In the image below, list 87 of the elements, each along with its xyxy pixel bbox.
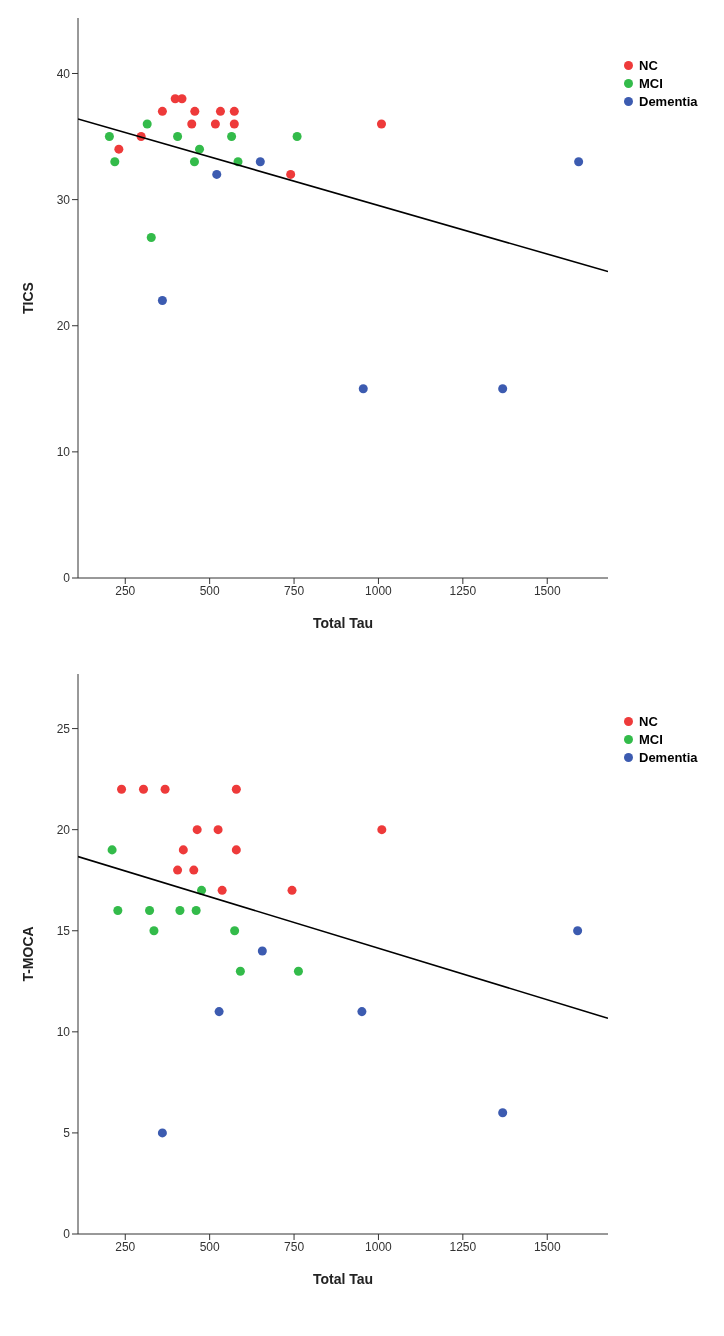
x-axis-title: Total Tau xyxy=(312,615,374,631)
point xyxy=(229,119,239,129)
point xyxy=(113,906,123,916)
point xyxy=(173,132,183,142)
x-tick-label: 750 xyxy=(284,1239,305,1254)
y-axis-title: TICS xyxy=(19,282,36,314)
point xyxy=(192,825,202,835)
y-tick-label: 15 xyxy=(56,924,71,939)
point xyxy=(214,1007,224,1017)
y-tick-label: 20 xyxy=(56,822,71,837)
y-tick-label: 0 xyxy=(63,1227,71,1242)
point xyxy=(574,157,584,167)
point xyxy=(189,865,199,875)
point xyxy=(173,865,183,875)
x-tick-label: 500 xyxy=(199,583,220,598)
point xyxy=(117,784,127,794)
point xyxy=(107,845,117,855)
legend-label: NC xyxy=(639,58,658,73)
point xyxy=(114,144,124,154)
point xyxy=(195,144,205,154)
x-tick-label: 500 xyxy=(199,1239,220,1254)
point xyxy=(358,384,368,394)
point xyxy=(357,1007,367,1017)
point xyxy=(142,119,152,129)
point xyxy=(175,906,185,916)
y-tick-label: 20 xyxy=(56,319,71,334)
legend-label: MCI xyxy=(639,76,663,91)
point xyxy=(157,296,167,306)
point xyxy=(157,1128,167,1138)
point xyxy=(212,169,222,179)
point xyxy=(146,232,156,242)
point xyxy=(190,106,200,116)
point xyxy=(573,926,583,936)
point xyxy=(293,966,303,976)
point xyxy=(178,845,188,855)
point xyxy=(213,825,223,835)
x-tick-label: 1500 xyxy=(533,583,561,598)
point xyxy=(191,906,201,916)
point xyxy=(235,966,245,976)
y-tick-label: 5 xyxy=(63,1126,71,1141)
point xyxy=(498,1108,508,1118)
x-tick-label: 1000 xyxy=(365,1239,393,1254)
x-tick-label: 750 xyxy=(284,583,305,598)
point xyxy=(217,885,227,895)
point xyxy=(376,119,386,129)
y-axis-title: T-MOCA xyxy=(19,926,36,982)
point xyxy=(286,169,296,179)
point xyxy=(230,926,240,936)
y-tick-label: 10 xyxy=(56,1025,71,1040)
point xyxy=(231,784,241,794)
point xyxy=(138,784,148,794)
point xyxy=(157,106,167,116)
point xyxy=(229,106,239,116)
point xyxy=(189,157,199,167)
point xyxy=(160,784,170,794)
x-tick-label: 250 xyxy=(115,1239,136,1254)
legend-label: MCI xyxy=(639,732,663,747)
point xyxy=(187,119,197,129)
legend-label: Dementia xyxy=(639,94,698,109)
point xyxy=(215,106,225,116)
point xyxy=(257,946,267,956)
y-tick-label: 40 xyxy=(56,66,71,81)
point xyxy=(231,845,241,855)
x-tick-label: 1250 xyxy=(449,583,477,598)
point xyxy=(104,132,114,142)
x-tick-label: 1250 xyxy=(449,1239,477,1254)
legend-label: Dementia xyxy=(639,750,698,765)
x-tick-label: 250 xyxy=(115,583,136,598)
point xyxy=(110,157,120,167)
y-tick-label: 10 xyxy=(56,445,71,460)
point xyxy=(255,157,265,167)
point xyxy=(145,906,155,916)
point xyxy=(292,132,302,142)
point xyxy=(210,119,220,129)
point xyxy=(227,132,237,142)
point xyxy=(287,885,297,895)
point xyxy=(498,384,508,394)
x-axis-title: Total Tau xyxy=(312,1271,374,1287)
legend-label: NC xyxy=(639,714,658,729)
point xyxy=(177,94,187,104)
x-tick-label: 1500 xyxy=(533,1239,561,1254)
point xyxy=(377,825,387,835)
y-tick-label: 25 xyxy=(56,721,71,736)
x-tick-label: 1000 xyxy=(365,583,393,598)
point xyxy=(149,926,159,936)
y-tick-label: 0 xyxy=(63,571,71,586)
y-tick-label: 30 xyxy=(56,192,71,207)
